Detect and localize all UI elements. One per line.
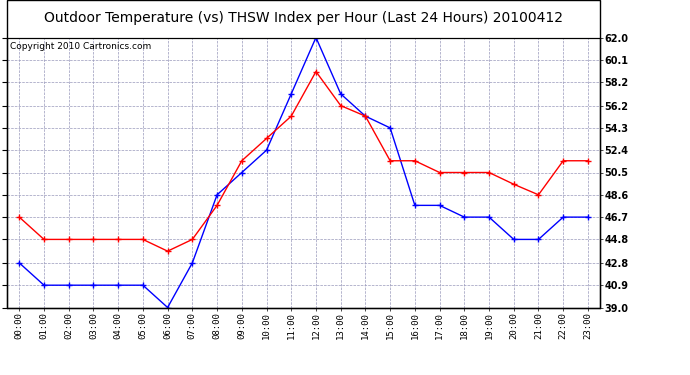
Text: Outdoor Temperature (vs) THSW Index per Hour (Last 24 Hours) 20100412: Outdoor Temperature (vs) THSW Index per … — [44, 11, 563, 25]
Text: Copyright 2010 Cartronics.com: Copyright 2010 Cartronics.com — [10, 42, 151, 51]
